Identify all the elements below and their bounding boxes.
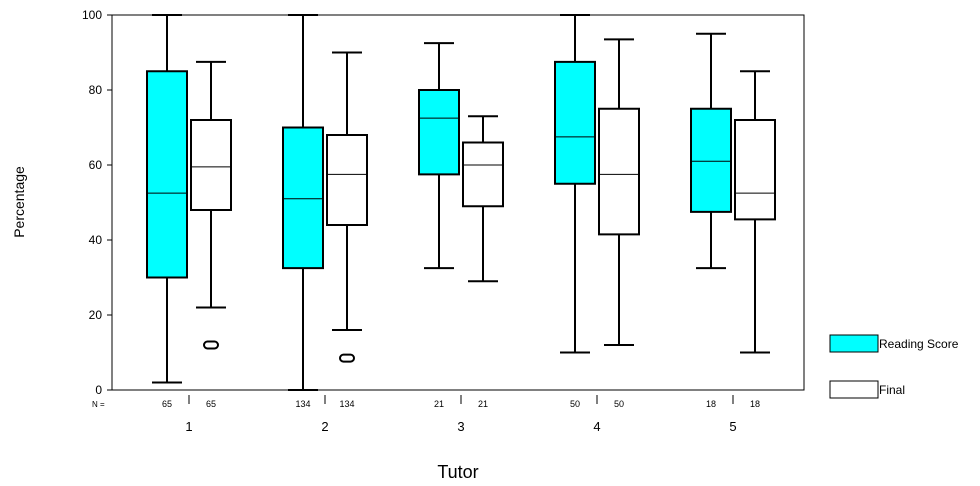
- legend-swatch: [829, 334, 879, 353]
- n-count: 65: [162, 399, 172, 409]
- legend-item: Reading Score: [829, 334, 959, 353]
- n-count: 18: [750, 399, 760, 409]
- iqr-box: [418, 89, 460, 176]
- x-tick-label: 3: [457, 419, 464, 434]
- y-tick-label: 20: [89, 308, 103, 322]
- y-tick-label: 40: [89, 233, 103, 247]
- legend-swatch: [829, 380, 879, 399]
- y-axis-label: Percentage: [11, 166, 27, 238]
- n-label: N =: [92, 400, 105, 409]
- n-count: 50: [614, 399, 624, 409]
- n-count: 21: [478, 399, 488, 409]
- n-count: 134: [295, 399, 310, 409]
- legend-label: Reading Score: [879, 337, 959, 351]
- box-reading-score-tutor-3: [418, 42, 460, 270]
- y-tick-label: 60: [89, 158, 103, 172]
- iqr-box: [326, 134, 368, 226]
- n-count: 134: [339, 399, 354, 409]
- x-axis: 65 65 1 134 134 2 21 21 3 50 50 4 18 18 5: [162, 395, 760, 434]
- x-axis-label: Tutor: [437, 462, 478, 482]
- n-count: 18: [706, 399, 716, 409]
- n-count: 65: [206, 399, 216, 409]
- outlier-marker: [339, 353, 355, 363]
- y-tick-label: 80: [89, 83, 103, 97]
- box-final-tutor-4: [598, 38, 640, 346]
- iqr-box: [734, 119, 776, 221]
- box-reading-score-tutor-2: [282, 14, 324, 391]
- legend: Reading Score Final: [829, 334, 959, 399]
- box-final-tutor-1: [190, 60, 232, 350]
- box-reading-score-tutor-4: [554, 14, 596, 354]
- n-count: 50: [570, 399, 580, 409]
- x-tick-label: 4: [593, 419, 600, 434]
- y-axis: 0 20 40 60 80 100: [82, 8, 112, 397]
- y-tick-label: 0: [95, 383, 102, 397]
- box-final-tutor-3: [462, 115, 504, 283]
- x-tick-label: 1: [185, 419, 192, 434]
- box-final-tutor-2: [326, 51, 368, 363]
- box-reading-score-tutor-1: [146, 14, 188, 384]
- n-count: 21: [434, 399, 444, 409]
- legend-label: Final: [879, 383, 905, 397]
- box-reading-score-tutor-5: [690, 32, 732, 270]
- iqr-box: [190, 119, 232, 211]
- x-tick-label: 2: [321, 419, 328, 434]
- legend-item: Final: [829, 380, 905, 399]
- iqr-box: [554, 60, 596, 185]
- y-tick-label: 100: [82, 8, 102, 22]
- x-tick-label: 5: [729, 419, 736, 434]
- iqr-box: [690, 107, 732, 213]
- box-series: [146, 14, 776, 391]
- box-final-tutor-5: [734, 70, 776, 354]
- iqr-box: [598, 107, 640, 236]
- iqr-box: [282, 126, 324, 270]
- outlier-marker: [203, 340, 219, 350]
- iqr-box: [462, 141, 504, 208]
- iqr-box: [146, 70, 188, 279]
